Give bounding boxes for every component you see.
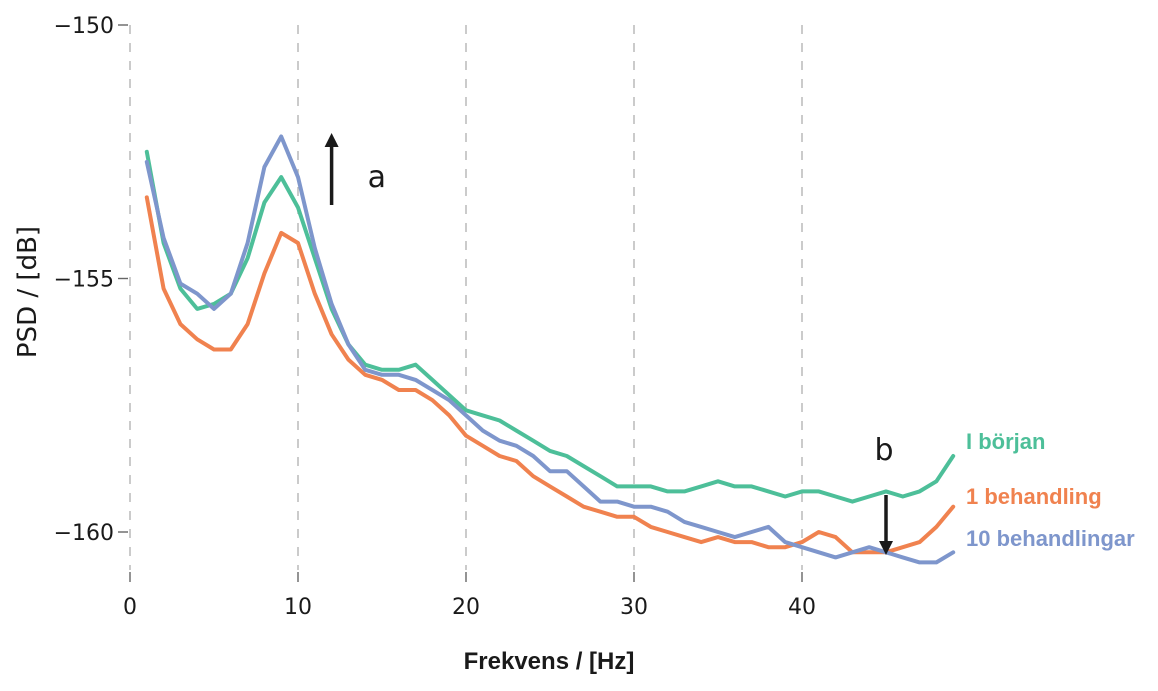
- y-tick-label: −155: [54, 268, 114, 293]
- x-tick-label: 20: [452, 595, 480, 620]
- x-tick-label: 40: [788, 595, 816, 620]
- legend-label-1: I början: [966, 429, 1045, 454]
- x-tick-label: 30: [620, 595, 648, 620]
- y-tick-label: −160: [54, 521, 114, 546]
- series-lines: [144, 134, 956, 565]
- y-tick-label: −150: [54, 14, 114, 39]
- x-tick-label: 0: [123, 595, 137, 620]
- x-tick-label: 10: [284, 595, 312, 620]
- legend: I början 1 behandling 10 behandlingar: [966, 429, 1135, 551]
- series-line-2: [144, 195, 956, 555]
- series-line-3: [144, 134, 956, 565]
- x-axis-label: Frekvens / [Hz]: [464, 648, 635, 675]
- annotations: ab: [324, 133, 894, 555]
- annotation-label-a: a: [368, 160, 386, 195]
- legend-label-2: 1 behandling: [966, 484, 1102, 509]
- grid: [129, 25, 803, 570]
- axis-ticks: 0 10 20 30 40 −150 −155 −160: [54, 14, 816, 620]
- y-axis-label: PSD / [dB]: [13, 226, 43, 358]
- series-line-1: [144, 149, 956, 504]
- legend-label-3: 10 behandlingar: [966, 526, 1135, 551]
- annotation-label-b: b: [874, 433, 893, 468]
